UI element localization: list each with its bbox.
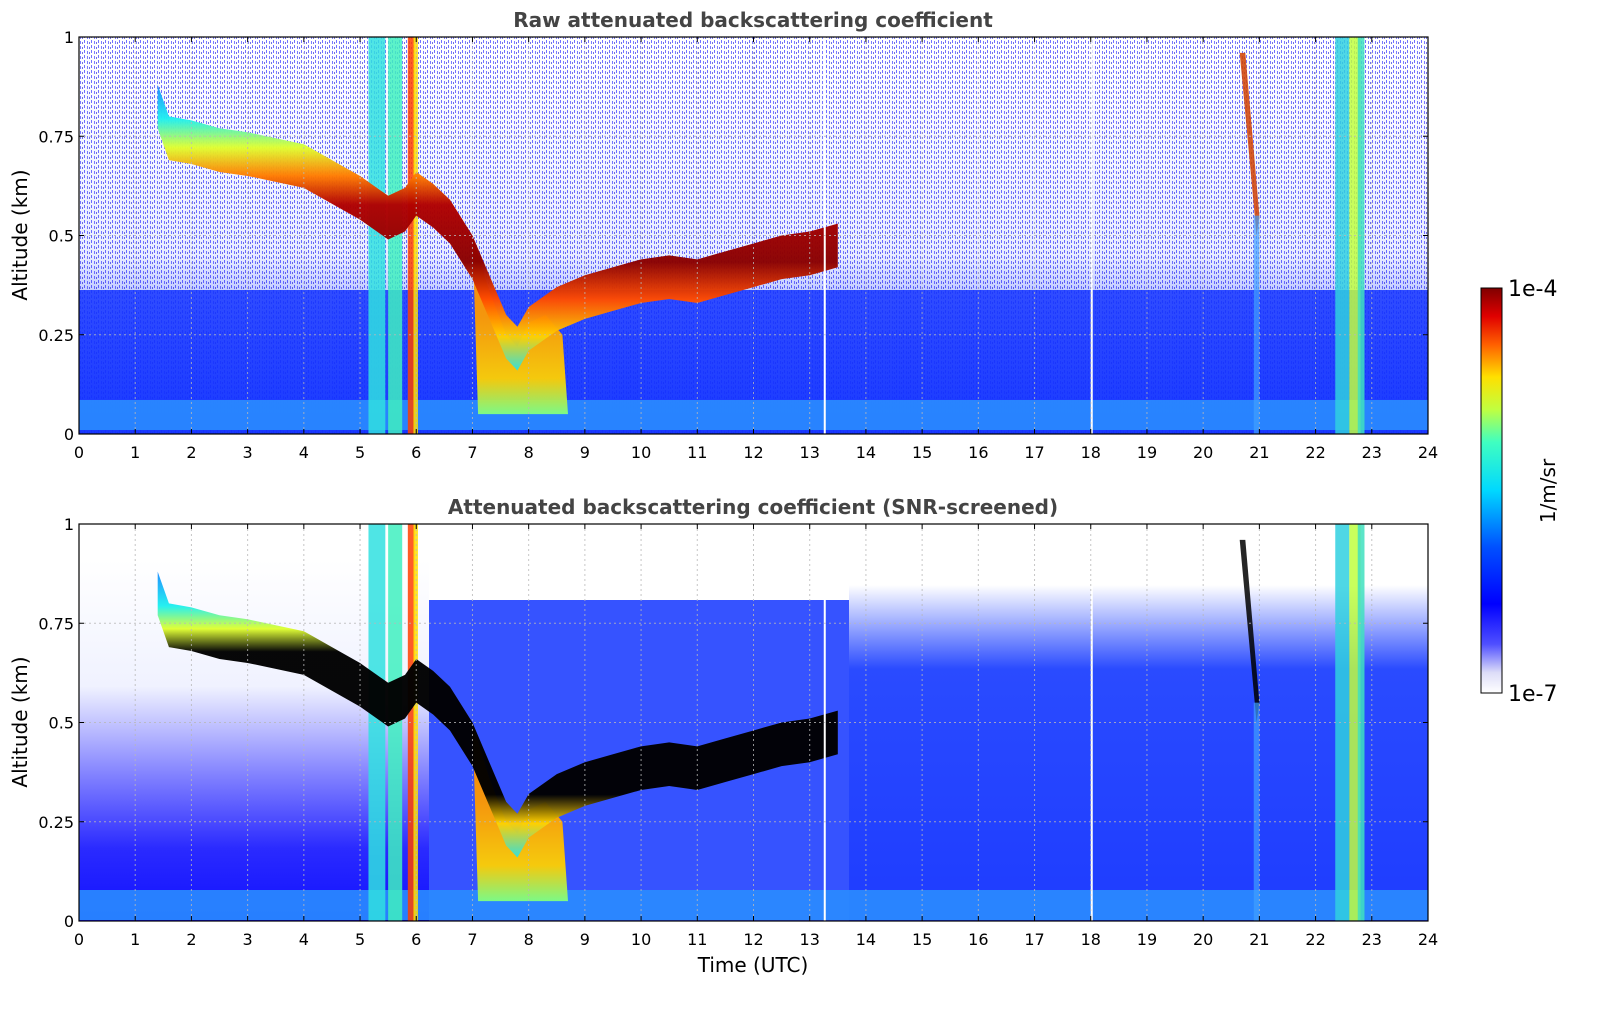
y-tick-label: 0.75 bbox=[38, 127, 74, 146]
cloud-layer bbox=[157, 84, 838, 371]
y-tick-label: 0.5 bbox=[49, 714, 74, 733]
colorbar-scale bbox=[1480, 287, 1503, 694]
x-tick-label: 9 bbox=[580, 443, 590, 462]
x-tick-label: 6 bbox=[411, 443, 421, 462]
x-tick-label: 23 bbox=[1362, 930, 1382, 949]
x-tick-label: 11 bbox=[687, 443, 707, 462]
x-tick-label: 10 bbox=[631, 930, 651, 949]
vertical-streak bbox=[1357, 37, 1365, 434]
y-tick-label: 1 bbox=[64, 28, 74, 47]
x-tick-label: 4 bbox=[299, 930, 309, 949]
x-tick-label: 16 bbox=[968, 930, 988, 949]
x-tick-label: 8 bbox=[524, 930, 534, 949]
x-tick-label: 6 bbox=[411, 930, 421, 949]
x-tick-label: 17 bbox=[1024, 930, 1044, 949]
vertical-streak bbox=[1357, 524, 1365, 921]
gridlines bbox=[79, 524, 1428, 921]
colorbar-units-label: 1/m/sr bbox=[1536, 458, 1560, 523]
thin-streak bbox=[1253, 702, 1260, 921]
snr-screened-panel: Attenuated backscattering coefficient (S… bbox=[8, 495, 1438, 977]
y-axis-ticks: 0 0.25 0.5 0.75 1 bbox=[38, 28, 1428, 444]
x-tick-label: 24 bbox=[1418, 930, 1438, 949]
x-tick-label: 13 bbox=[800, 443, 820, 462]
x-tick-label: 2 bbox=[186, 930, 196, 949]
y-tick-label: 0.5 bbox=[49, 227, 74, 246]
x-axis-ticks: 0 1 2 3 4 5 6 7 8 9 10 11 12 13 14 15 16 17 18 19 20 21 22 23 24 bbox=[74, 524, 1438, 949]
x-tick-label: 4 bbox=[299, 443, 309, 462]
x-tick-label: 11 bbox=[687, 930, 707, 949]
x-tick-label: 16 bbox=[968, 443, 988, 462]
x-tick-label: 24 bbox=[1418, 443, 1438, 462]
vertical-streak bbox=[1335, 37, 1350, 434]
x-tick-label: 5 bbox=[355, 930, 365, 949]
x-tick-label: 3 bbox=[243, 443, 253, 462]
x-tick-label: 17 bbox=[1024, 443, 1044, 462]
colorbar-min-label: 1e-7 bbox=[1508, 682, 1557, 707]
x-tick-label: 21 bbox=[1249, 930, 1269, 949]
x-tick-label: 0 bbox=[74, 930, 84, 949]
x-axis-label: Time (UTC) bbox=[697, 953, 809, 977]
x-tick-label: 22 bbox=[1305, 443, 1325, 462]
y-tick-label: 0.25 bbox=[38, 813, 74, 832]
raw-backscatter-panel: Raw attenuated backscattering coefficien… bbox=[8, 8, 1438, 462]
clear-sky-right bbox=[849, 585, 1428, 921]
panel-title: Attenuated backscattering coefficient (S… bbox=[448, 495, 1058, 519]
data-gap bbox=[1090, 37, 1093, 434]
colorbar: 1e-4 1e-7 1/m/sr bbox=[1480, 277, 1560, 707]
x-tick-label: 20 bbox=[1193, 443, 1213, 462]
fog-feature bbox=[472, 235, 569, 415]
surface-band bbox=[79, 400, 1428, 430]
colorbar-max-label: 1e-4 bbox=[1508, 277, 1557, 302]
x-tick-label: 12 bbox=[743, 930, 763, 949]
panel-title: Raw attenuated backscattering coefficien… bbox=[513, 8, 993, 32]
y-axis-label: Altitude (km) bbox=[8, 656, 32, 787]
vertical-streak bbox=[407, 37, 415, 434]
x-axis-ticks: 0 1 2 3 4 5 6 7 8 9 10 11 12 13 14 15 16 17 18 19 20 21 22 23 24 bbox=[74, 37, 1438, 462]
vertical-streak bbox=[407, 524, 415, 921]
vertical-streak bbox=[368, 37, 386, 434]
y-axis-label: Altitude (km) bbox=[8, 169, 32, 300]
x-tick-label: 1 bbox=[130, 443, 140, 462]
y-axis-ticks: 0 0.25 0.5 0.75 1 bbox=[38, 515, 1428, 931]
x-tick-label: 2 bbox=[186, 443, 196, 462]
x-tick-label: 3 bbox=[243, 930, 253, 949]
fog-feature bbox=[472, 722, 569, 902]
gridlines bbox=[79, 37, 1428, 434]
thin-streak bbox=[1253, 215, 1260, 434]
x-tick-label: 13 bbox=[800, 930, 820, 949]
x-tick-label: 22 bbox=[1305, 930, 1325, 949]
x-tick-label: 18 bbox=[1081, 443, 1101, 462]
thin-cloud bbox=[1239, 539, 1260, 723]
vertical-streak bbox=[1335, 524, 1350, 921]
y-tick-label: 0 bbox=[64, 425, 74, 444]
cloud-layer bbox=[157, 571, 838, 858]
x-tick-label: 7 bbox=[467, 930, 477, 949]
x-tick-label: 19 bbox=[1137, 930, 1157, 949]
x-tick-label: 14 bbox=[856, 443, 876, 462]
x-tick-label: 1 bbox=[130, 930, 140, 949]
x-tick-label: 14 bbox=[856, 930, 876, 949]
x-tick-label: 7 bbox=[467, 443, 477, 462]
x-tick-label: 5 bbox=[355, 443, 365, 462]
x-tick-label: 12 bbox=[743, 443, 763, 462]
y-tick-label: 0 bbox=[64, 912, 74, 931]
x-tick-label: 21 bbox=[1249, 443, 1269, 462]
data-gap bbox=[1090, 524, 1093, 921]
x-tick-label: 0 bbox=[74, 443, 84, 462]
y-tick-label: 1 bbox=[64, 515, 74, 534]
vertical-streak bbox=[368, 524, 386, 921]
x-tick-label: 10 bbox=[631, 443, 651, 462]
x-tick-label: 20 bbox=[1193, 930, 1213, 949]
y-tick-label: 0.75 bbox=[38, 614, 74, 633]
x-tick-label: 18 bbox=[1081, 930, 1101, 949]
x-tick-label: 23 bbox=[1362, 443, 1382, 462]
x-tick-label: 19 bbox=[1137, 443, 1157, 462]
x-tick-label: 15 bbox=[912, 930, 932, 949]
thin-cloud bbox=[1239, 52, 1260, 236]
x-tick-label: 15 bbox=[912, 443, 932, 462]
y-tick-label: 0.25 bbox=[38, 326, 74, 345]
x-tick-label: 8 bbox=[524, 443, 534, 462]
x-tick-label: 9 bbox=[580, 930, 590, 949]
